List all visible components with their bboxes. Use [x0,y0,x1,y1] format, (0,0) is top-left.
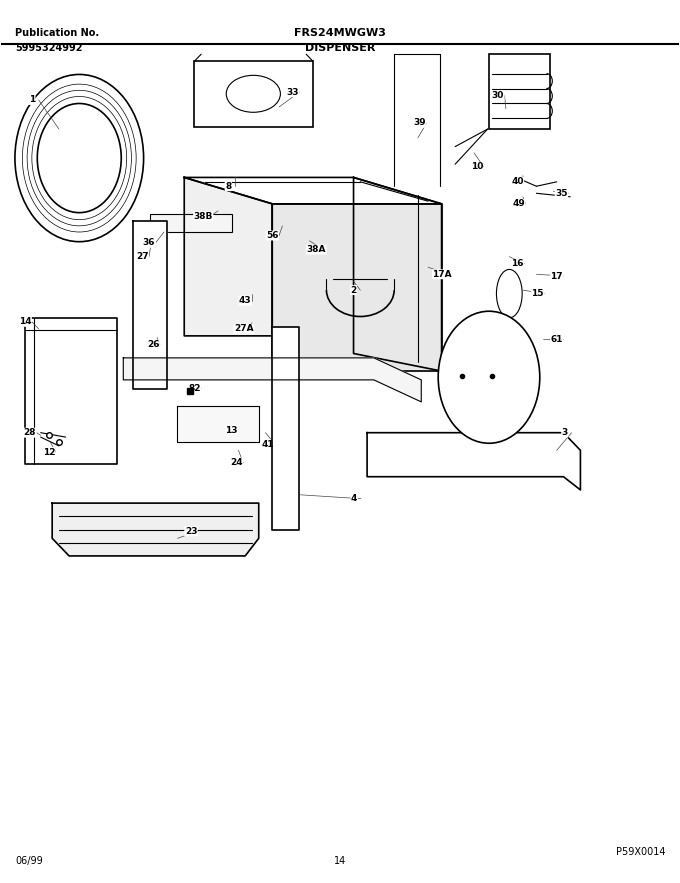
Text: 12: 12 [43,448,55,457]
Text: 24: 24 [230,458,243,467]
Text: 61: 61 [551,335,563,343]
Polygon shape [184,177,272,336]
Polygon shape [133,222,167,389]
Text: 23: 23 [185,527,197,536]
Text: 4: 4 [351,494,358,503]
Text: P59X0014: P59X0014 [615,847,665,857]
Polygon shape [25,318,116,464]
Bar [394,442,415,472]
Text: 8: 8 [225,182,231,191]
Text: 14: 14 [334,856,346,865]
Bar [150,215,232,232]
Text: 13: 13 [225,426,238,434]
Text: 15: 15 [532,289,544,298]
Polygon shape [272,204,441,371]
Text: 17A: 17A [432,270,452,279]
Text: 1: 1 [29,95,35,104]
Text: 2: 2 [350,285,357,295]
Text: 28: 28 [24,428,36,437]
Text: 43: 43 [239,296,252,306]
Text: 30: 30 [492,91,504,100]
Polygon shape [123,358,422,402]
Text: 06/99: 06/99 [15,856,43,865]
Text: 38B: 38B [194,212,213,221]
Bar [428,442,448,472]
Text: 38A: 38A [307,245,326,254]
Text: 14: 14 [19,317,31,327]
Text: 82: 82 [188,384,201,393]
Bar [147,305,159,344]
Text: 27: 27 [136,253,148,261]
Text: DISPENSER: DISPENSER [305,42,375,53]
Text: 26: 26 [147,340,159,349]
Text: 39: 39 [413,118,426,127]
Polygon shape [177,406,258,442]
Text: 35: 35 [555,189,568,198]
Text: 40: 40 [511,177,524,186]
Polygon shape [354,177,441,371]
Bar [147,353,159,371]
Bar [496,442,516,472]
Text: 3: 3 [562,428,568,437]
Text: 27A: 27A [234,324,254,333]
Text: 41: 41 [262,440,275,449]
Text: Publication No.: Publication No. [15,27,99,38]
Text: 10: 10 [471,162,483,171]
Polygon shape [184,177,441,204]
Ellipse shape [496,269,522,318]
Text: 7: 7 [486,373,492,381]
Bar [462,442,482,472]
Bar [489,54,550,129]
Text: FRS24MWGW3: FRS24MWGW3 [294,27,386,38]
Circle shape [438,311,540,443]
Text: 36: 36 [143,238,155,247]
Text: 17: 17 [550,271,563,281]
Text: 49: 49 [513,200,525,208]
Text: 16: 16 [511,260,524,268]
Text: 56: 56 [266,231,279,240]
Polygon shape [272,327,299,530]
Bar [454,357,500,390]
Bar [194,61,313,127]
Polygon shape [367,433,581,490]
Text: 5995324992: 5995324992 [15,42,82,53]
Polygon shape [52,503,258,556]
Text: 33: 33 [286,87,299,96]
